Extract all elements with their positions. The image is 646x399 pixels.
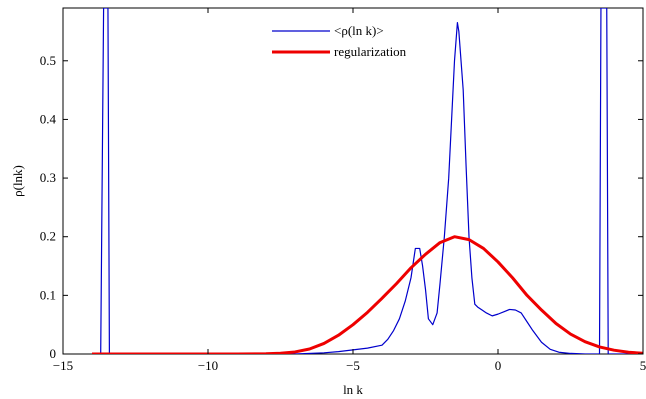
series-line-rho	[97, 8, 643, 354]
x-tick-label: −10	[198, 358, 218, 373]
y-tick-label: 0	[50, 346, 57, 361]
x-tick-label: −5	[346, 358, 360, 373]
y-tick-label: 0.1	[40, 287, 56, 302]
plot-frame	[62, 7, 644, 355]
y-tick-label: 0.3	[40, 170, 56, 185]
ticks-layer: −15 −10 −5 0 5 0 0.1 0.2 0.3 0.4 0.5	[40, 8, 646, 373]
y-tick-label: 0.4	[40, 111, 57, 126]
x-tick-label: 5	[640, 358, 646, 373]
y-tick-label: 0.5	[40, 53, 56, 68]
x-axis-label: ln k	[343, 382, 363, 397]
legend-entry-rho: <ρ(ln k)>	[334, 23, 384, 38]
legend-entry-regularization: regularization	[334, 44, 407, 59]
series-line-regularization	[92, 235, 643, 354]
x-tick-label: −15	[53, 358, 73, 373]
x-tick-label: 0	[495, 358, 502, 373]
y-tick-label: 0.2	[40, 229, 56, 244]
series-layer	[92, 8, 643, 354]
plot-axes	[62, 7, 644, 355]
y-axis-label: ρ(lnk)	[10, 165, 25, 197]
legend: <ρ(ln k)> regularization	[272, 23, 407, 59]
